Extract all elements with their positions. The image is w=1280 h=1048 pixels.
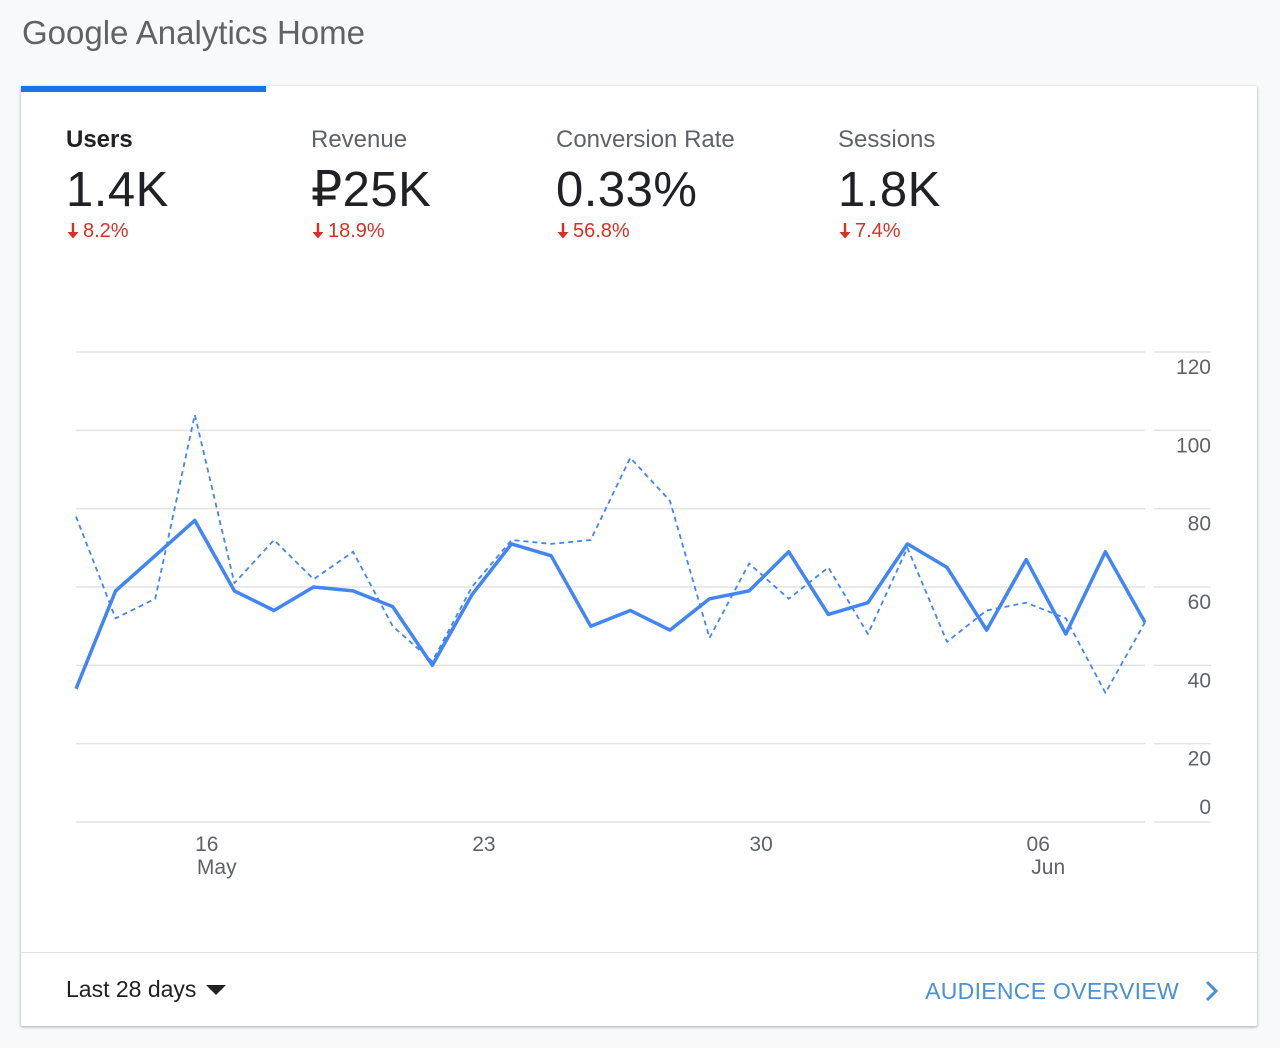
- metric-change-value: 8.2%: [83, 220, 129, 242]
- date-range-dropdown[interactable]: Last 28 days: [66, 972, 227, 1006]
- x-tick-label: 23: [472, 833, 495, 856]
- arrow-down-icon: [67, 223, 79, 239]
- y-tick-label: 0: [1199, 796, 1211, 819]
- x-tick-sublabel: May: [197, 856, 237, 879]
- x-tick-label: 16: [195, 833, 218, 856]
- chevron-right-icon: [1205, 980, 1219, 1002]
- card-divider: [21, 952, 1257, 953]
- users-line-chart: 120 100 80 60 40 20 0 16 May 23 30 06 Jun: [21, 86, 1257, 946]
- metric-change-value: 18.9%: [328, 220, 385, 242]
- metric-change: 8.2%: [66, 219, 169, 243]
- metric-change-value: 7.4%: [855, 220, 901, 242]
- metric-value: 1.8K: [838, 163, 941, 217]
- active-tab-indicator: [21, 86, 266, 92]
- metric-label: Sessions: [838, 126, 936, 153]
- y-tick-label: 100: [1176, 434, 1211, 457]
- home-card: Users 1.4K 8.2% Revenue ₽25K 18.9% Conve…: [21, 86, 1257, 1026]
- y-tick-label: 120: [1176, 356, 1211, 379]
- comparison-series-line: [75, 413, 1146, 694]
- audience-overview-label: AUDIENCE OVERVIEW: [925, 977, 1179, 1004]
- date-range-label: Last 28 days: [66, 975, 197, 1002]
- x-tick-label: 06: [1027, 833, 1050, 856]
- y-tick-label: 40: [1188, 669, 1211, 692]
- metric-value: 0.33%: [556, 163, 698, 217]
- metric-tab-users[interactable]: Users 1.4K 8.2%: [66, 124, 169, 243]
- metric-change: 18.9%: [311, 219, 431, 243]
- page-title: Google Analytics Home: [22, 14, 366, 51]
- current-series-line: [74, 518, 1147, 690]
- metric-change-value: 56.8%: [573, 220, 630, 242]
- arrow-down-icon: [312, 223, 324, 239]
- x-tick-sublabel: Jun: [1031, 856, 1065, 879]
- metric-change: 56.8%: [556, 219, 735, 243]
- metric-value: ₽25K: [311, 163, 432, 217]
- y-tick-label: 80: [1188, 513, 1211, 536]
- y-tick-label: 60: [1188, 591, 1211, 614]
- caret-down-icon: [206, 985, 227, 995]
- x-tick-label: 30: [749, 833, 772, 856]
- arrow-down-icon: [839, 223, 851, 239]
- metric-label: Revenue: [311, 126, 408, 153]
- metric-tab-revenue[interactable]: Revenue ₽25K 18.9%: [311, 124, 431, 243]
- metric-change: 7.4%: [838, 219, 941, 243]
- arrow-down-icon: [557, 223, 569, 239]
- metric-tab-sessions[interactable]: Sessions 1.8K 7.4%: [838, 124, 941, 243]
- metric-label: Users: [66, 126, 133, 153]
- y-tick-label: 20: [1188, 748, 1211, 771]
- audience-overview-link[interactable]: AUDIENCE OVERVIEW: [925, 972, 1219, 1010]
- metric-tab-conversion-rate[interactable]: Conversion Rate 0.33% 56.8%: [556, 124, 735, 243]
- metric-value: 1.4K: [66, 163, 169, 217]
- metric-label: Conversion Rate: [556, 126, 735, 153]
